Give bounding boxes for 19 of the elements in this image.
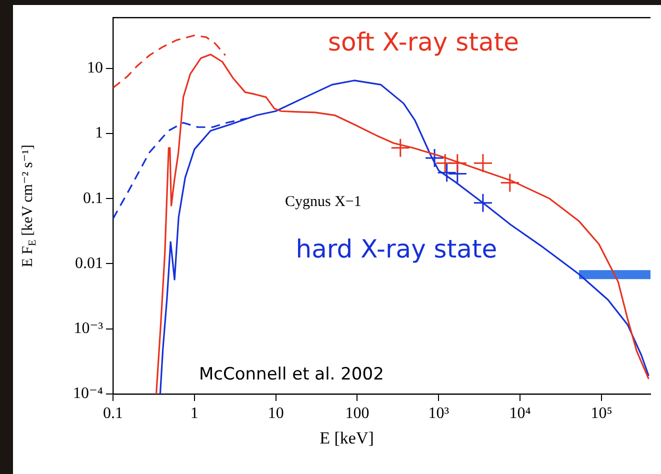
x-tick-label: 10⁴	[509, 404, 532, 422]
x-tick-label: 10	[268, 404, 284, 422]
y-axis-title: E FE [keV cm⁻² s⁻¹]	[20, 144, 38, 268]
x-axis-title: E [keV]	[320, 428, 374, 448]
x-tick-label: 10³	[428, 404, 450, 422]
x-tick-label: 10⁵	[590, 404, 612, 422]
series-label: hard X-ray state	[296, 234, 498, 264]
y-tick-label: 0.01	[75, 254, 103, 272]
x-tick-label: 100	[345, 404, 370, 422]
y-tick-label: 10	[87, 59, 103, 76]
y-tick-label: 0.1	[83, 190, 103, 207]
annotation: Cygnus X−1	[285, 194, 362, 210]
text: soft X-ray state	[328, 27, 520, 56]
x-tick-label: 0.1	[103, 404, 123, 422]
x-tick-label: 1	[190, 404, 198, 422]
annotation: McConnell et al. 2002	[199, 364, 384, 385]
y-tick-label: 10⁻³	[74, 320, 104, 338]
y-tick-label: 10⁻⁴	[72, 385, 104, 402]
y-tick-label: 1	[95, 124, 103, 142]
